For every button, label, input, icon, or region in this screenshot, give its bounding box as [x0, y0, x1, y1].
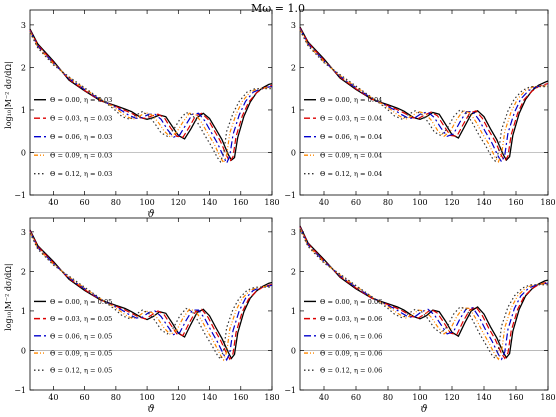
x-tick-label: 160 — [508, 198, 523, 207]
legend-label: Θ = 0.06, η = 0.06 — [320, 332, 382, 340]
series-line-5 — [299, 228, 548, 360]
legend-label: Θ = 0.12, η = 0.04 — [320, 170, 382, 178]
y-tick-label: 0 — [21, 346, 26, 355]
x-tick-label: 60 — [80, 393, 90, 402]
x-tick-label: 40 — [319, 198, 329, 207]
legend-label: Θ = 0.06, η = 0.04 — [320, 133, 382, 141]
x-tick-label: 140 — [202, 393, 217, 402]
plot-frame — [299, 9, 549, 196]
x-tick-label: 140 — [202, 198, 217, 207]
y-tick-label: 2 — [21, 267, 26, 276]
x-tick-label: 120 — [444, 198, 459, 207]
x-axis-label: ϑ — [420, 404, 427, 415]
y-tick-label: 2 — [21, 63, 26, 72]
y-tick-label: 0 — [291, 148, 296, 157]
legend-label: Θ = 0.06, η = 0.05 — [50, 332, 112, 340]
y-tick-label: 3 — [291, 228, 296, 237]
legend-label: Θ = 0.09, η = 0.03 — [50, 152, 112, 160]
plot-frame — [29, 9, 273, 196]
x-tick-label: 60 — [351, 393, 361, 402]
x-tick-label: 120 — [171, 393, 186, 402]
legend-label: Θ = 0.09, η = 0.06 — [320, 350, 382, 358]
series-line-4 — [299, 228, 548, 361]
y-tick-label: −1 — [284, 191, 296, 200]
x-tick-label: 40 — [319, 393, 329, 402]
y-tick-label: 2 — [291, 267, 296, 276]
x-tick-label: 60 — [80, 198, 90, 207]
x-tick-label: 100 — [139, 198, 154, 207]
y-tick-label: 0 — [291, 346, 296, 355]
y-axis-label: log₁₀|M⁻² dσ/dΩ| — [4, 61, 13, 129]
x-tick-label: 80 — [383, 198, 393, 207]
legend-label: Θ = 0.12, η = 0.05 — [50, 367, 112, 375]
y-tick-label: 1 — [291, 307, 296, 316]
y-tick-label: 1 — [21, 106, 26, 115]
x-tick-label: 100 — [412, 198, 427, 207]
x-tick-label: 180 — [264, 198, 279, 207]
panel-3: 40 60 80 100 120 140 160 180 −1 0 1 2 3 ϑ log₁₀|M⁻² dσ… — [4, 217, 280, 415]
x-tick-label: 160 — [508, 393, 523, 402]
legend-label: Θ = 0.03, η = 0.03 — [50, 115, 112, 123]
legend-label: Θ = 0.06, η = 0.03 — [50, 133, 112, 141]
legend-label: Θ = 0.00, η = 0.05 — [50, 298, 112, 306]
series-line-4 — [29, 231, 272, 362]
legend-label: Θ = 0.12, η = 0.06 — [320, 367, 382, 375]
y-tick-label: −1 — [14, 191, 26, 200]
panel-4: 40 60 80 100 120 140 160 180 −1 0 1 2 3 ϑ Θ = 0.00, η … — [284, 217, 556, 415]
y-tick-label: 2 — [291, 63, 296, 72]
y-tick-label: 0 — [21, 148, 26, 157]
series-line-5 — [29, 232, 272, 361]
legend-label: Θ = 0.09, η = 0.05 — [50, 350, 112, 358]
x-axis-label: ϑ — [147, 404, 154, 415]
legend-label: Θ = 0.00, η = 0.06 — [320, 298, 382, 306]
x-tick-label: 180 — [540, 393, 555, 402]
legend-label: Θ = 0.00, η = 0.03 — [50, 96, 112, 104]
figure-title: Mω = 1.0 — [251, 2, 305, 15]
x-tick-label: 120 — [444, 393, 459, 402]
x-tick-label: 140 — [476, 198, 491, 207]
y-tick-label: −1 — [284, 386, 296, 395]
legend-label: Θ = 0.03, η = 0.06 — [320, 315, 382, 323]
y-tick-label: 1 — [291, 106, 296, 115]
series-line-2 — [29, 29, 273, 164]
series-line-5 — [29, 32, 272, 164]
legend-label: Θ = 0.03, η = 0.05 — [50, 315, 112, 323]
y-tick-label: 3 — [291, 21, 296, 30]
y-tick-label: 3 — [21, 228, 26, 237]
legend-label: Θ = 0.03, η = 0.04 — [320, 115, 382, 123]
x-tick-label: 160 — [233, 393, 248, 402]
y-tick-label: 1 — [21, 307, 26, 316]
x-tick-label: 140 — [476, 393, 491, 402]
x-tick-label: 180 — [540, 198, 555, 207]
series-line-3 — [29, 231, 273, 362]
legend-label: Θ = 0.12, η = 0.03 — [50, 170, 112, 178]
x-tick-label: 180 — [264, 393, 279, 402]
y-tick-label: 3 — [21, 21, 26, 30]
legend-label: Θ = 0.00, η = 0.04 — [320, 96, 382, 104]
x-tick-label: 80 — [111, 393, 121, 402]
x-tick-label: 160 — [233, 198, 248, 207]
x-tick-label: 120 — [171, 198, 186, 207]
x-tick-label: 40 — [48, 393, 58, 402]
legend-label: Θ = 0.09, η = 0.04 — [320, 152, 382, 160]
y-axis-label: log₁₀|M⁻² dσ/dΩ| — [4, 263, 13, 331]
x-tick-label: 100 — [412, 393, 427, 402]
x-tick-label: 80 — [383, 393, 393, 402]
plot-frame — [299, 217, 549, 391]
x-tick-label: 80 — [111, 198, 121, 207]
x-tick-label: 40 — [48, 198, 58, 207]
series-line-3 — [299, 227, 549, 361]
x-tick-label: 60 — [351, 198, 361, 207]
plot-frame — [29, 217, 273, 391]
series-line-2 — [29, 230, 273, 361]
series-line-4 — [29, 31, 273, 165]
x-axis-label: ϑ — [147, 209, 154, 220]
x-tick-label: 100 — [139, 393, 154, 402]
panel-1: 40 60 80 100 120 140 160 180 −1 0 1 2 3 ϑ log₁₀|M⁻² dσ… — [4, 9, 280, 220]
panel-2: 40 60 80 100 120 140 160 180 −1 0 1 2 3 Θ = 0.00, η =… — [284, 9, 556, 207]
y-tick-label: −1 — [14, 386, 26, 395]
series-line-3 — [299, 28, 549, 164]
